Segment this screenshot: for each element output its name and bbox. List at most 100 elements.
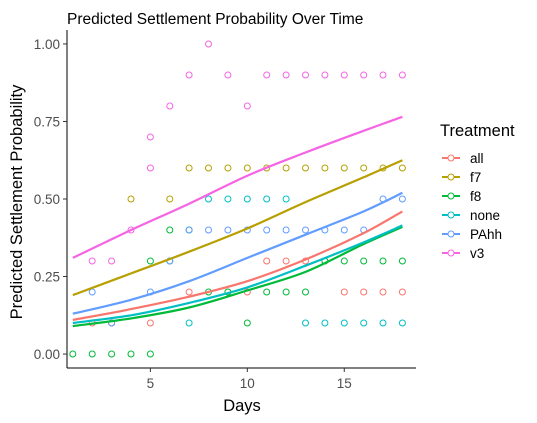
point-f7-5	[243, 164, 251, 172]
y-tick-label-0: 0.00	[34, 347, 60, 362]
legend-item-f8: f8	[442, 189, 481, 204]
fit-line-f7	[72, 159, 403, 297]
point-all-3	[185, 288, 193, 296]
legend-label-all: all	[470, 151, 484, 166]
point-f8-5	[146, 257, 154, 265]
point-none-6	[282, 195, 290, 203]
point-pahh-12	[340, 226, 348, 234]
point-pahh-6	[224, 226, 232, 234]
point-none-10	[360, 319, 368, 327]
point-v3-14	[340, 71, 348, 79]
point-f8-6	[166, 226, 174, 234]
point-v3-5	[166, 102, 174, 110]
point-f8-2	[108, 350, 116, 358]
y-tick-label-4: 1.00	[34, 37, 60, 52]
legend-label-none: none	[470, 208, 500, 223]
fit-line-v3	[72, 115, 403, 259]
point-all-6	[263, 257, 271, 265]
point-f7-8	[302, 164, 309, 172]
point-f8-3	[127, 350, 135, 358]
point-none-11	[379, 319, 387, 327]
point-f8-17	[379, 257, 387, 265]
point-v3-8	[224, 71, 232, 79]
legend-title: Treatment	[440, 122, 515, 140]
fit-line-none	[72, 224, 403, 325]
fit-line-f8	[72, 225, 403, 328]
point-v3-2	[127, 226, 135, 234]
y-tick-label-3: 0.75	[34, 114, 60, 129]
point-f8-18	[398, 257, 406, 265]
point-v3-7	[205, 40, 212, 48]
point-pahh-5	[205, 226, 212, 234]
legend-item-pahh: PAhh	[442, 227, 502, 242]
point-none-4	[243, 195, 251, 203]
point-f7-7	[282, 164, 290, 172]
point-f7-13	[398, 164, 406, 172]
point-v3-11	[282, 71, 290, 79]
point-none-5	[263, 195, 271, 203]
legend-label-f8: f8	[470, 189, 481, 204]
point-f8-0	[69, 350, 77, 358]
point-v3-10	[263, 71, 271, 79]
plot-area	[69, 40, 406, 358]
point-f7-10	[340, 164, 348, 172]
legend-item-all: all	[442, 151, 484, 166]
point-pahh-1	[108, 319, 116, 327]
legend-item-none: none	[442, 208, 500, 223]
legend-marker-f8	[447, 192, 455, 200]
point-all-10	[340, 288, 348, 296]
point-none-1	[185, 319, 193, 327]
point-v3-0	[88, 257, 96, 265]
y-tick-label-1: 0.25	[34, 270, 60, 285]
point-v3-15	[360, 71, 368, 79]
point-pahh-0	[88, 288, 96, 296]
legend-item-f7: f7	[442, 170, 481, 185]
x-axis-title: Days	[223, 397, 261, 415]
point-pahh-8	[263, 226, 271, 234]
point-none-3	[224, 195, 232, 203]
point-all-13	[398, 288, 406, 296]
point-f7-2	[185, 164, 193, 172]
point-none-12	[398, 319, 406, 327]
point-all-7	[282, 257, 290, 265]
legend-marker-all	[447, 154, 455, 162]
point-f8-12	[282, 288, 290, 296]
legend-marker-pahh	[447, 230, 455, 238]
point-f8-4	[146, 350, 154, 358]
point-f8-10	[243, 319, 251, 327]
point-v3-9	[243, 102, 251, 110]
legend-label-pahh: PAhh	[470, 227, 502, 242]
point-v3-12	[302, 71, 309, 79]
x-tick-label-2: 15	[337, 376, 352, 391]
point-none-9	[340, 319, 348, 327]
x-tick-label-0: 5	[147, 376, 155, 391]
legend-label-v3: v3	[470, 246, 484, 261]
point-f8-13	[302, 288, 309, 296]
y-axis-title: Predicted Settlement Probability	[8, 84, 26, 320]
legend: Treatment all f7 f8 none PAhh v3	[440, 122, 515, 261]
legend-item-v3: v3	[442, 246, 484, 261]
point-v3-6	[185, 71, 193, 79]
point-f7-9	[321, 164, 329, 172]
point-f8-1	[88, 350, 96, 358]
point-v3-4	[146, 133, 154, 141]
point-v3-1	[108, 257, 116, 265]
point-all-11	[360, 288, 368, 296]
legend-marker-v3	[447, 249, 455, 257]
chart-title: Predicted Settlement Probability Over Ti…	[67, 11, 363, 28]
point-pahh-4	[185, 226, 193, 234]
point-f7-4	[224, 164, 232, 172]
legend-marker-none	[447, 211, 455, 219]
fit-line-all	[72, 210, 403, 321]
point-none-7	[302, 319, 309, 327]
legend-marker-f7	[447, 173, 455, 181]
point-v3-16	[379, 71, 387, 79]
y-tick-label-2: 0.50	[34, 192, 60, 207]
x-tick-label-1: 10	[240, 376, 255, 391]
point-f7-1	[166, 195, 174, 203]
point-v3-17	[398, 71, 406, 79]
point-pahh-10	[302, 226, 309, 234]
point-v3-3	[146, 164, 154, 172]
point-pahh-15	[398, 195, 406, 203]
